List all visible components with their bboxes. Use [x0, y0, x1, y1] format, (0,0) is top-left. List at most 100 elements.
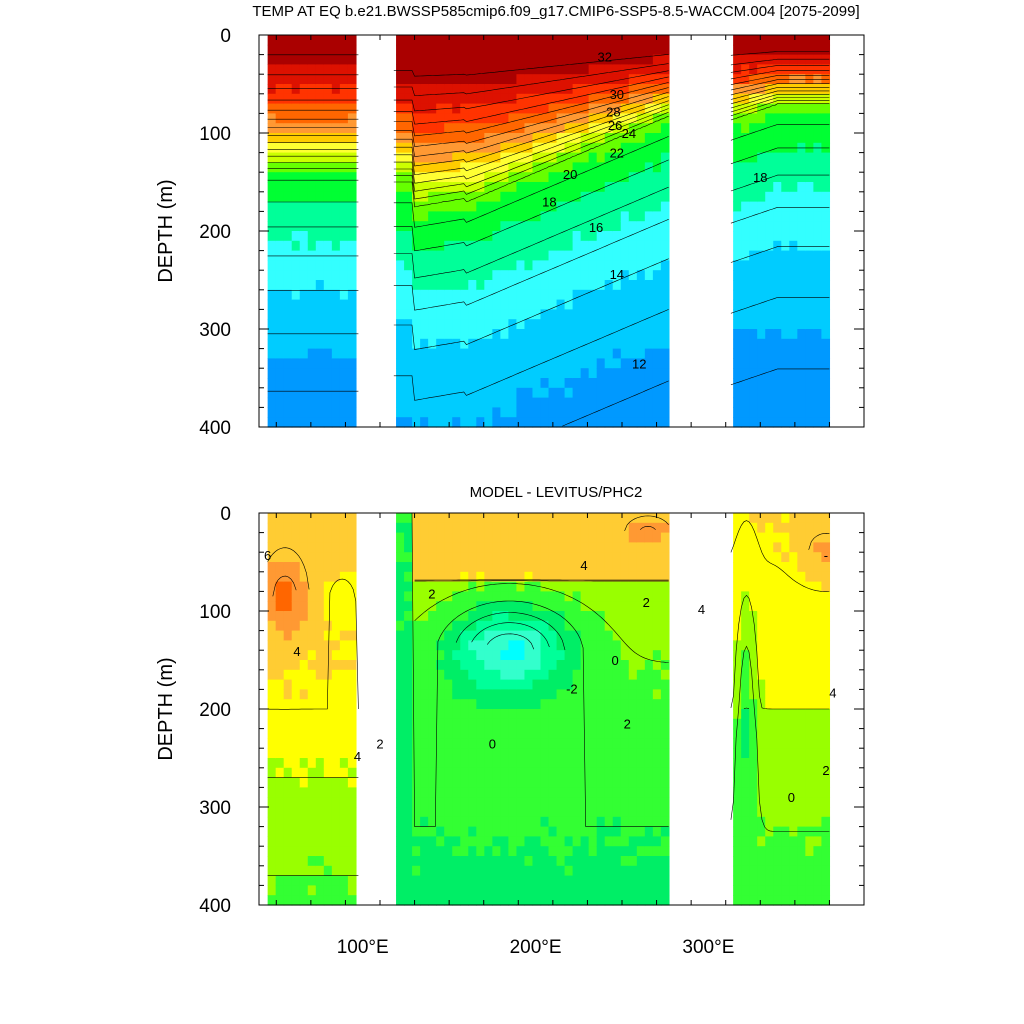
- field-cell: [492, 640, 501, 651]
- field-cell: [789, 231, 798, 242]
- field-cell: [452, 640, 461, 651]
- field-cell: [620, 826, 630, 837]
- field-cell: [412, 407, 421, 418]
- field-cell: [404, 338, 413, 350]
- field-cell: [620, 718, 630, 730]
- field-cell: [628, 280, 638, 291]
- field-cell: [524, 309, 534, 320]
- field-cell: [805, 748, 814, 759]
- field-cell: [797, 201, 806, 212]
- contour-lines: [267, 34, 830, 427]
- field-cell: [532, 836, 542, 847]
- field-cell: [492, 201, 501, 212]
- field-cell: [556, 182, 566, 193]
- field-cell: [396, 807, 405, 818]
- field-cell: [636, 601, 646, 612]
- field-cell: [660, 532, 670, 543]
- field-cell: [797, 191, 806, 203]
- field-cell: [636, 748, 646, 759]
- field-cell: [821, 562, 831, 573]
- field-cell: [420, 581, 429, 592]
- field-cell: [540, 640, 550, 651]
- field-cell: [396, 368, 405, 379]
- field-cell: [821, 601, 831, 612]
- field-cell: [612, 856, 622, 867]
- field-cell: [604, 387, 614, 399]
- field-cell: [588, 270, 598, 281]
- field-cell: [733, 787, 742, 798]
- field-cell: [572, 348, 582, 359]
- field-cell: [757, 758, 766, 769]
- contour-line: [808, 532, 830, 550]
- field-cell: [283, 417, 293, 428]
- field-cell: [741, 152, 750, 163]
- field-cell: [299, 133, 309, 144]
- field-cell: [460, 797, 469, 808]
- field-cell: [436, 378, 445, 389]
- field-cell: [412, 679, 421, 690]
- field-cell: [572, 113, 582, 124]
- field-cell: [540, 748, 550, 759]
- field-cell: [436, 338, 445, 350]
- field-cell: [733, 689, 742, 700]
- field-cell: [420, 280, 429, 291]
- field-cell: [299, 816, 309, 828]
- field-cell: [660, 74, 670, 85]
- field-cell: [444, 846, 453, 857]
- field-cell: [620, 407, 630, 418]
- contour-line: [730, 94, 830, 109]
- field-cell: [283, 309, 293, 320]
- field-cell: [741, 221, 750, 232]
- field-cell: [733, 522, 742, 534]
- field-cell: [492, 387, 501, 399]
- field-cell: [652, 591, 662, 602]
- field-cell: [741, 522, 750, 534]
- field-cell: [516, 807, 526, 818]
- field-cell: [620, 581, 630, 592]
- field-cell: [789, 777, 798, 788]
- field-cell: [412, 777, 421, 788]
- field-cell: [275, 826, 285, 837]
- field-cell: [548, 640, 558, 651]
- field-cell: [452, 240, 461, 252]
- field-cell: [765, 152, 774, 163]
- field-cell: [540, 865, 550, 877]
- field-cell: [757, 407, 766, 418]
- field-cell: [339, 875, 349, 886]
- field-cell: [323, 542, 333, 553]
- field-cell: [773, 319, 782, 330]
- field-cell: [420, 299, 429, 310]
- field-cell: [500, 532, 510, 543]
- field-cell: [564, 270, 574, 281]
- field-cell: [636, 417, 646, 428]
- field-cell: [339, 787, 349, 798]
- contour-line: [393, 63, 669, 96]
- field-cell: [484, 601, 493, 612]
- field-cell: [628, 201, 638, 212]
- field-cell: [612, 885, 622, 896]
- field-cell: [572, 289, 582, 301]
- field-cell: [660, 630, 670, 641]
- field-cell: [468, 231, 477, 242]
- field-cell: [331, 231, 341, 242]
- field-cell: [636, 358, 646, 369]
- field-cell: [797, 679, 806, 690]
- field-cell: [572, 417, 582, 428]
- field-cell: [580, 74, 590, 85]
- field-cell: [813, 885, 823, 896]
- field-cell: [492, 532, 501, 543]
- field-cell: [660, 611, 670, 622]
- field-cell: [652, 542, 662, 553]
- field-cell: [468, 123, 477, 134]
- contour-line: [624, 515, 669, 532]
- field-cell: [516, 378, 526, 389]
- field-cell: [516, 270, 526, 281]
- field-cell: [628, 133, 638, 144]
- contour-line: [393, 111, 669, 200]
- field-cell: [604, 689, 614, 700]
- field-cell: [773, 571, 782, 583]
- field-cell: [524, 35, 534, 46]
- field-cell: [476, 728, 485, 739]
- field-cell: [307, 387, 317, 399]
- contour-line: [393, 104, 669, 184]
